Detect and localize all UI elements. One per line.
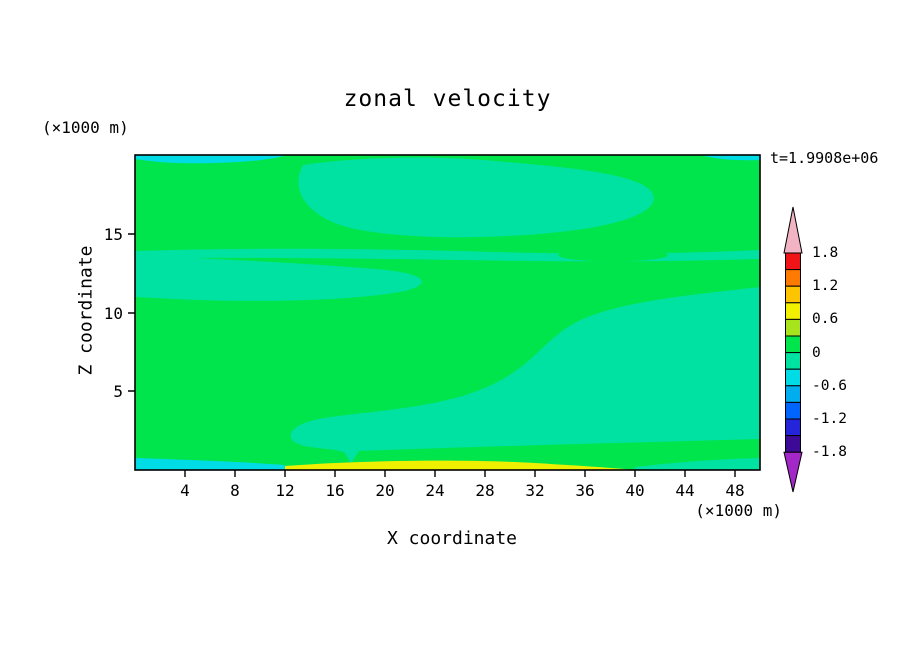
colorbar-tick-label: -1.8	[812, 444, 847, 460]
colorbar-tick-label: 0.6	[812, 311, 839, 327]
x-axis-title: X coordinate	[386, 528, 518, 549]
contour-region-upper-blob	[298, 157, 654, 238]
colorbar-segment	[785, 401, 801, 420]
colorbar-segment	[785, 285, 801, 304]
colorbar-segment	[785, 435, 801, 453]
x-tick-label: 24	[425, 481, 445, 500]
colorbar-tick-label: 0	[812, 345, 821, 361]
y-axis-ticks	[128, 233, 135, 392]
contour-region-bottom-yellow-strip	[285, 460, 635, 470]
contour-region-lower-right	[290, 287, 760, 463]
colorbar-tick-label: -0.6	[812, 378, 847, 394]
x-tick-label: 32	[525, 481, 545, 500]
colorbar-segment	[785, 302, 801, 320]
colorbar-tick-label: 1.8	[812, 245, 839, 261]
x-tick-label: 36	[575, 481, 595, 500]
x-tick-label: 16	[325, 481, 345, 500]
colorbar-segment	[785, 269, 801, 287]
colorbar-segment	[785, 335, 801, 354]
y-tick-label: 15	[103, 225, 123, 244]
y-axis-unit-label: (×1000 m)	[42, 118, 129, 137]
x-tick-label: 12	[275, 481, 295, 500]
chart-title: zonal velocity	[343, 86, 552, 112]
contour-plot	[128, 154, 761, 477]
y-tick-label: 10	[103, 304, 123, 323]
colorbar-segment	[785, 252, 801, 271]
time-annotation: t=1.9908e+06	[770, 149, 879, 167]
colorbar-scale	[783, 206, 803, 493]
x-tick-label: 4	[180, 481, 190, 500]
colorbar-segment	[785, 352, 801, 370]
colorbar-segment	[785, 368, 801, 387]
contour-region-top-right-strip	[700, 155, 760, 161]
x-tick-label: 44	[675, 481, 695, 500]
x-tick-label: 20	[375, 481, 395, 500]
x-tick-label: 28	[475, 481, 495, 500]
colorbar-tick-label: 1.2	[812, 278, 839, 294]
colorbar-segment	[785, 418, 801, 437]
contour-region-bottom-right-strip	[635, 458, 760, 470]
colorbar-segment	[785, 318, 801, 337]
contour-region-bottom-left-strip	[135, 458, 285, 470]
x-axis-ticks	[184, 470, 736, 477]
colorbar-over-arrow	[783, 206, 803, 254]
colorbar: 1.8 1.2 0.6 0 -0.6 -1.2 -1.8	[782, 206, 904, 498]
x-tick-label: 48	[725, 481, 745, 500]
colorbar-segment	[785, 385, 801, 403]
x-tick-label: 40	[625, 481, 645, 500]
colorbar-tick-label: -1.2	[812, 411, 847, 427]
x-tick-label: 8	[230, 481, 240, 500]
x-axis-unit-label: (×1000 m)	[695, 501, 782, 520]
colorbar-under-arrow	[783, 451, 803, 493]
contour-island-green	[558, 248, 668, 262]
contour-region-top-left-strip	[135, 155, 287, 164]
contour-region-left-patch	[135, 255, 422, 301]
y-tick-label: 5	[113, 382, 123, 401]
